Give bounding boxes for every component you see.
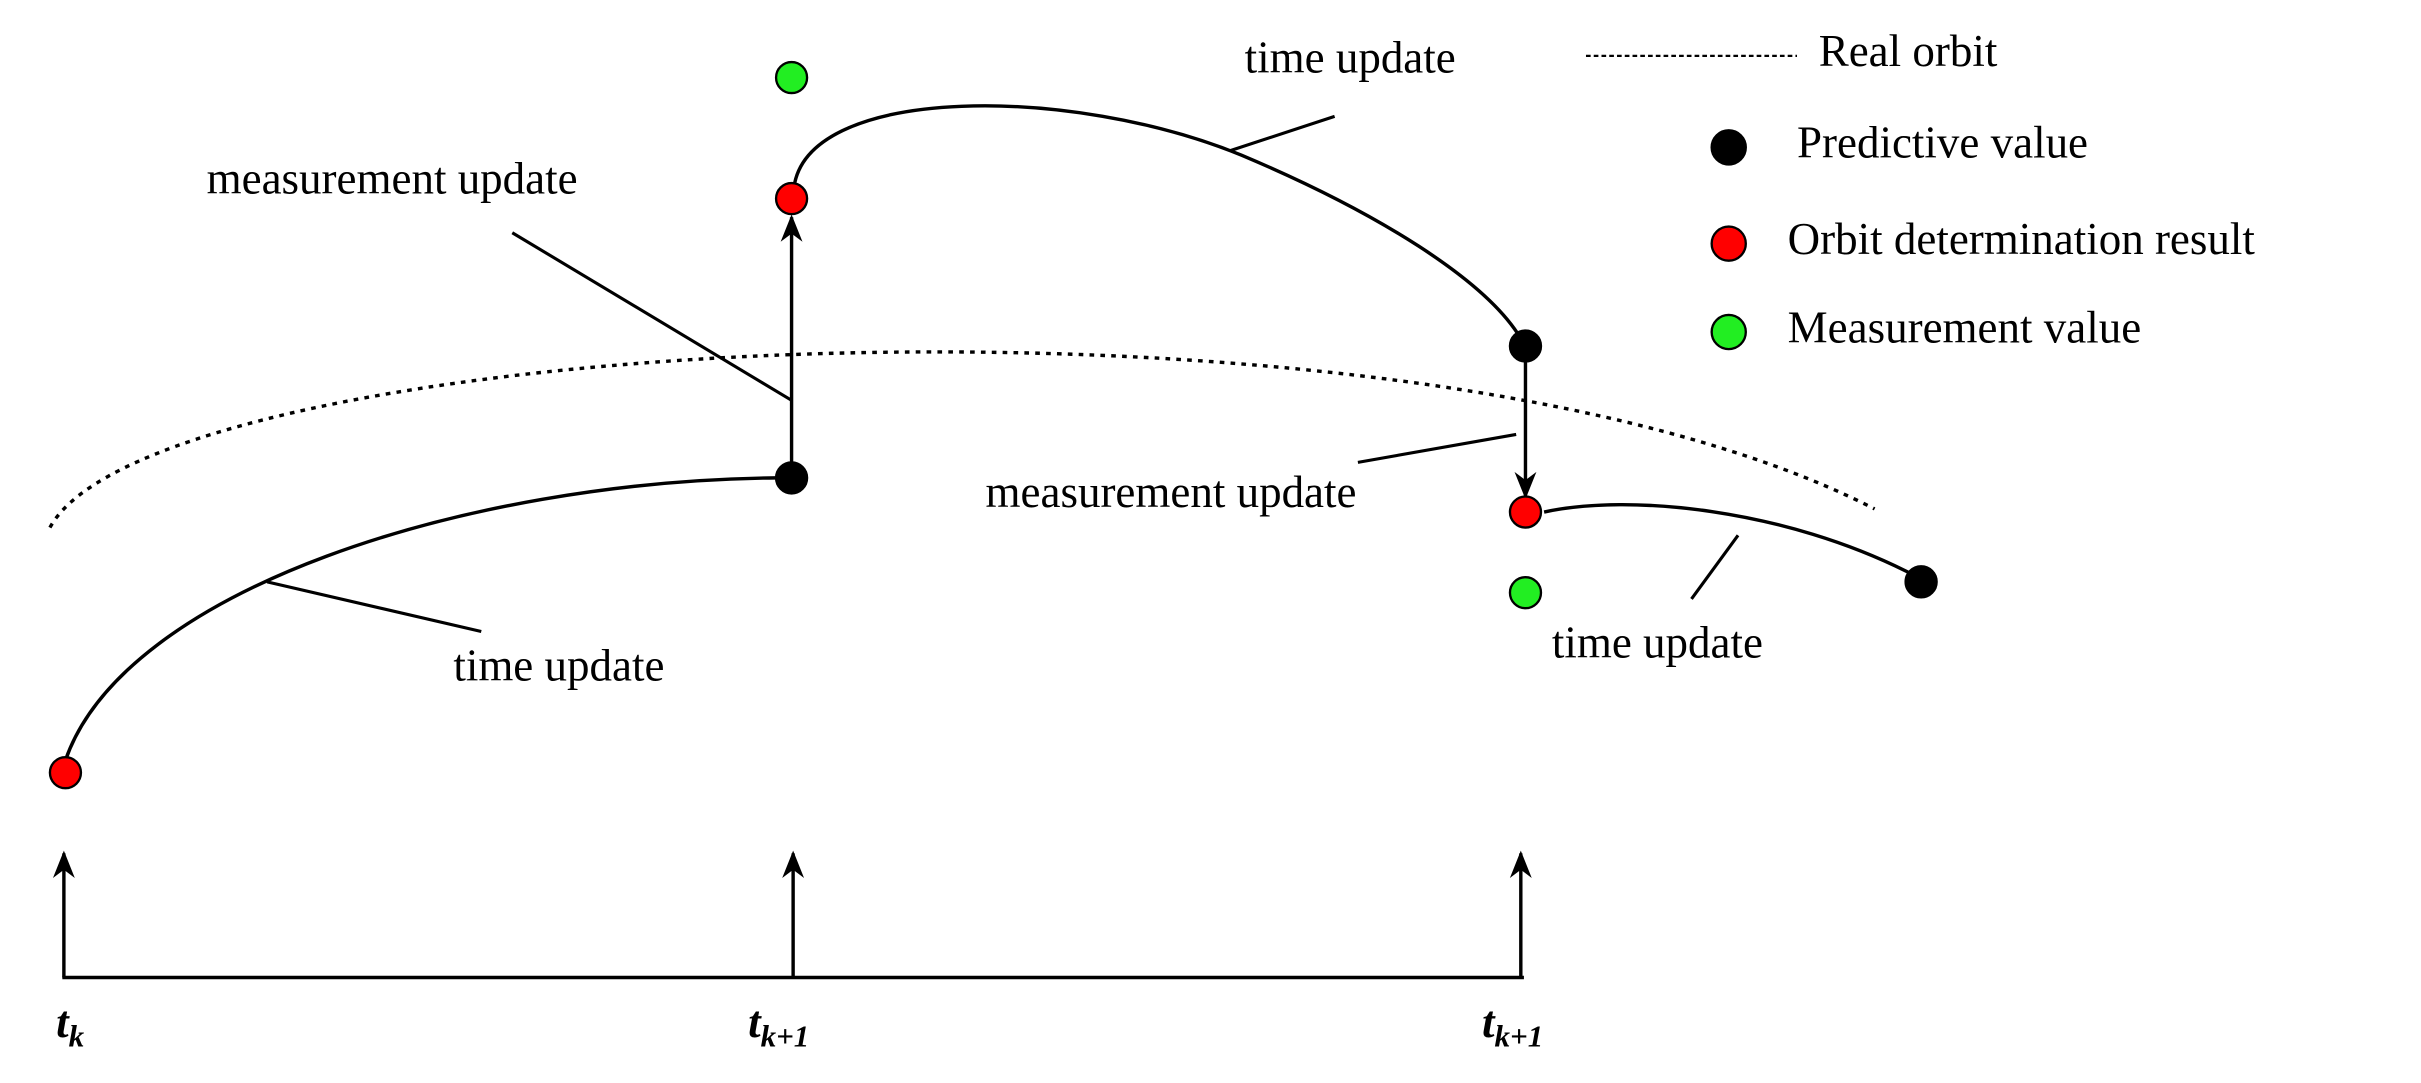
pointer: [1230, 114, 1336, 152]
pointer: [266, 580, 482, 634]
label: measurement update: [207, 153, 578, 203]
time-sub: k: [69, 1019, 85, 1054]
trajectory: [793, 104, 1520, 335]
label: time update: [453, 641, 664, 691]
legend-label: Measurement value: [1788, 302, 2141, 352]
green-dot: [774, 60, 809, 95]
real-orbit: [48, 350, 1876, 529]
red-dot: [1508, 495, 1543, 529]
time-base: t: [748, 997, 762, 1047]
legend-dot: [1710, 313, 1747, 351]
trajectory: [63, 476, 777, 761]
green-dot: [1508, 576, 1543, 610]
trajectory: [1543, 502, 1913, 576]
label: measurement update: [986, 467, 1357, 517]
red-dot: [48, 756, 83, 790]
label: time update: [1552, 617, 1763, 667]
time-label: tk+1: [748, 997, 809, 1053]
legend-label: Orbit determination result: [1788, 214, 2256, 264]
pointer: [511, 231, 793, 402]
time-label: tk: [56, 997, 85, 1053]
legend-dot: [1710, 225, 1747, 262]
legend-dot: [1710, 129, 1747, 166]
time-sub: k+1: [1495, 1019, 1544, 1054]
red-dot: [774, 181, 809, 216]
pointer: [1690, 534, 1740, 600]
black-dot: [1508, 329, 1543, 363]
black-dot: [774, 461, 809, 495]
time-base: t: [56, 997, 70, 1047]
black-dot: [1904, 565, 1938, 599]
time-base: t: [1482, 997, 1496, 1047]
time-sub: k+1: [761, 1019, 810, 1054]
time-label: tk+1: [1482, 997, 1543, 1053]
pointer: [1357, 432, 1517, 464]
label: time update: [1245, 32, 1456, 82]
legend-label: Predictive value: [1797, 118, 2088, 168]
legend-label: Real orbit: [1819, 26, 1998, 76]
